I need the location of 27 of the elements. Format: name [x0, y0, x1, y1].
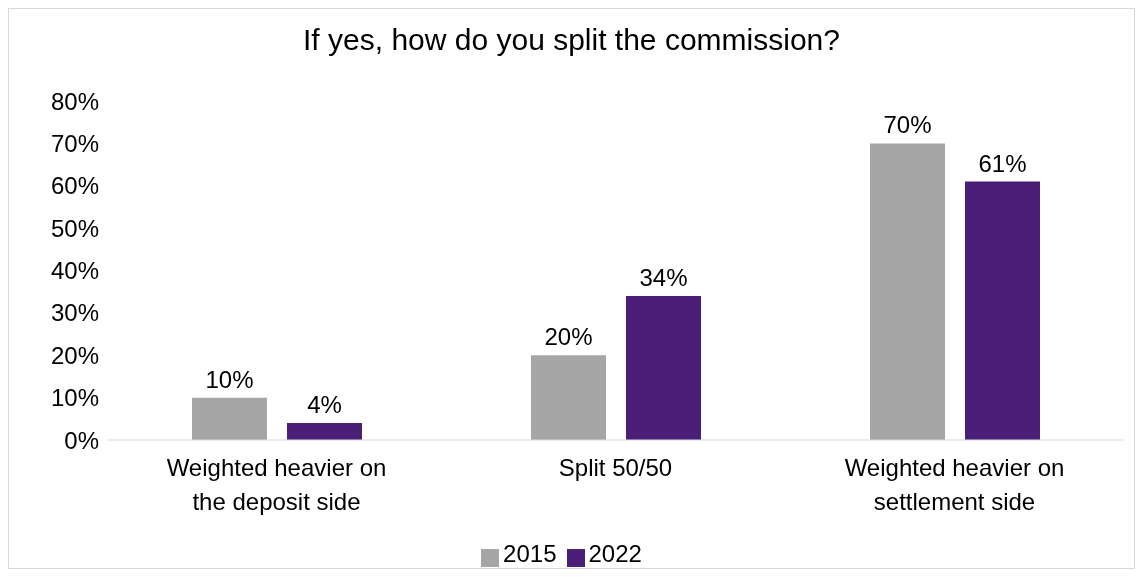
bar — [287, 423, 362, 440]
y-tick-label: 70% — [50, 129, 99, 157]
data-label: 70% — [883, 111, 932, 139]
y-tick-label: 60% — [50, 172, 99, 200]
y-tick-label: 20% — [50, 341, 99, 369]
bar — [870, 143, 945, 440]
x-tick-label: Weighted heavier on the deposit side — [166, 454, 387, 515]
chart-title: If yes, how do you split the commission? — [302, 22, 841, 58]
legend-label: 2015 — [503, 540, 557, 567]
bar — [965, 181, 1040, 440]
data-label: 10% — [205, 365, 254, 393]
y-tick-label: 80% — [50, 87, 99, 115]
bar — [192, 397, 267, 440]
data-label: 4% — [307, 391, 342, 419]
y-tick-label: 40% — [50, 257, 99, 285]
data-label: 34% — [639, 263, 688, 291]
bar — [531, 355, 606, 440]
x-tick-label: Weighted heavier on settlement side — [844, 454, 1065, 515]
data-label: 20% — [544, 323, 593, 351]
x-tick-label: Split 50/50 — [558, 454, 673, 481]
y-tick-label: 30% — [50, 299, 99, 327]
y-tick-label: 0% — [64, 426, 99, 454]
y-tick-label: 50% — [50, 214, 99, 242]
bar — [626, 295, 701, 440]
data-label: 61% — [978, 149, 1027, 177]
y-tick-label: 10% — [50, 384, 99, 412]
legend-label: 2022 — [588, 540, 642, 567]
